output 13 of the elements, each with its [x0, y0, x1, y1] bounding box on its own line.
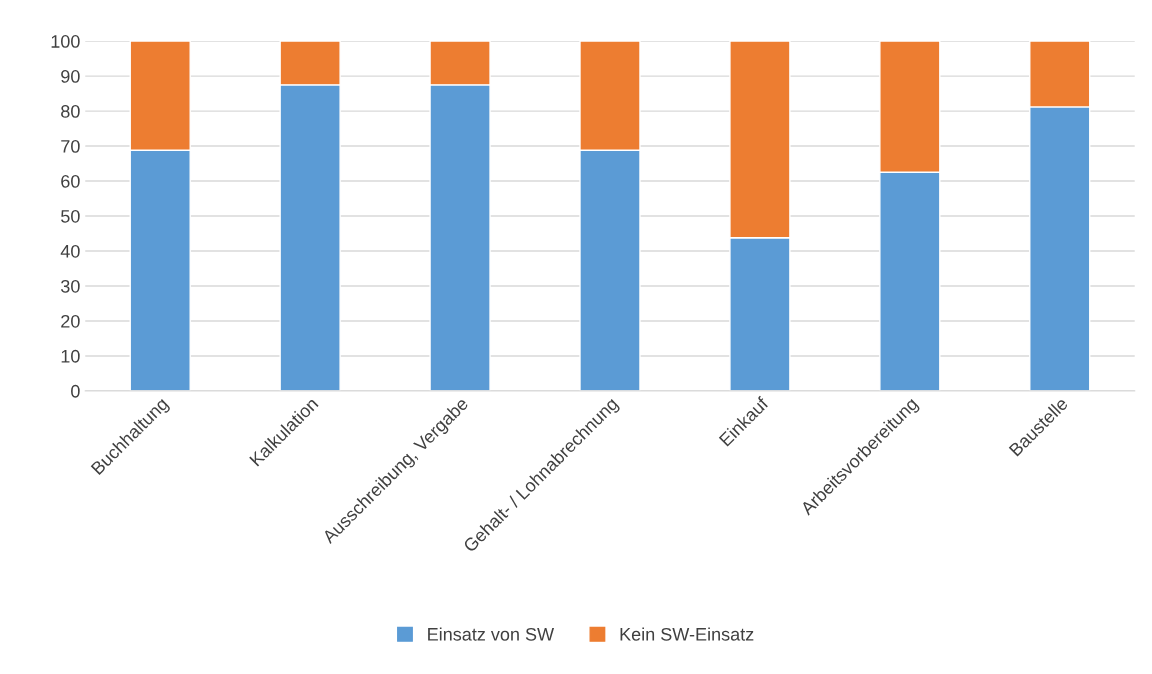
y-tick-label: 40: [60, 244, 80, 258]
y-tick-label: 10: [61, 349, 80, 363]
y-tick-label: 80: [61, 105, 80, 118]
y-tick-label: 30: [60, 279, 80, 293]
y-tick-label: 100: [51, 35, 80, 48]
y-tick-label: 70: [61, 139, 80, 153]
y-tick-label: 60: [61, 174, 80, 188]
y-tick-label: 0: [71, 384, 80, 398]
legend-label: Kein SW-Einsatz: [620, 627, 754, 641]
y-tick-label: 50: [61, 209, 80, 223]
y-tick-label: 20: [61, 314, 80, 328]
y-tick-label: 90: [61, 70, 80, 83]
legend-label: Einsatz von SW: [428, 627, 555, 641]
